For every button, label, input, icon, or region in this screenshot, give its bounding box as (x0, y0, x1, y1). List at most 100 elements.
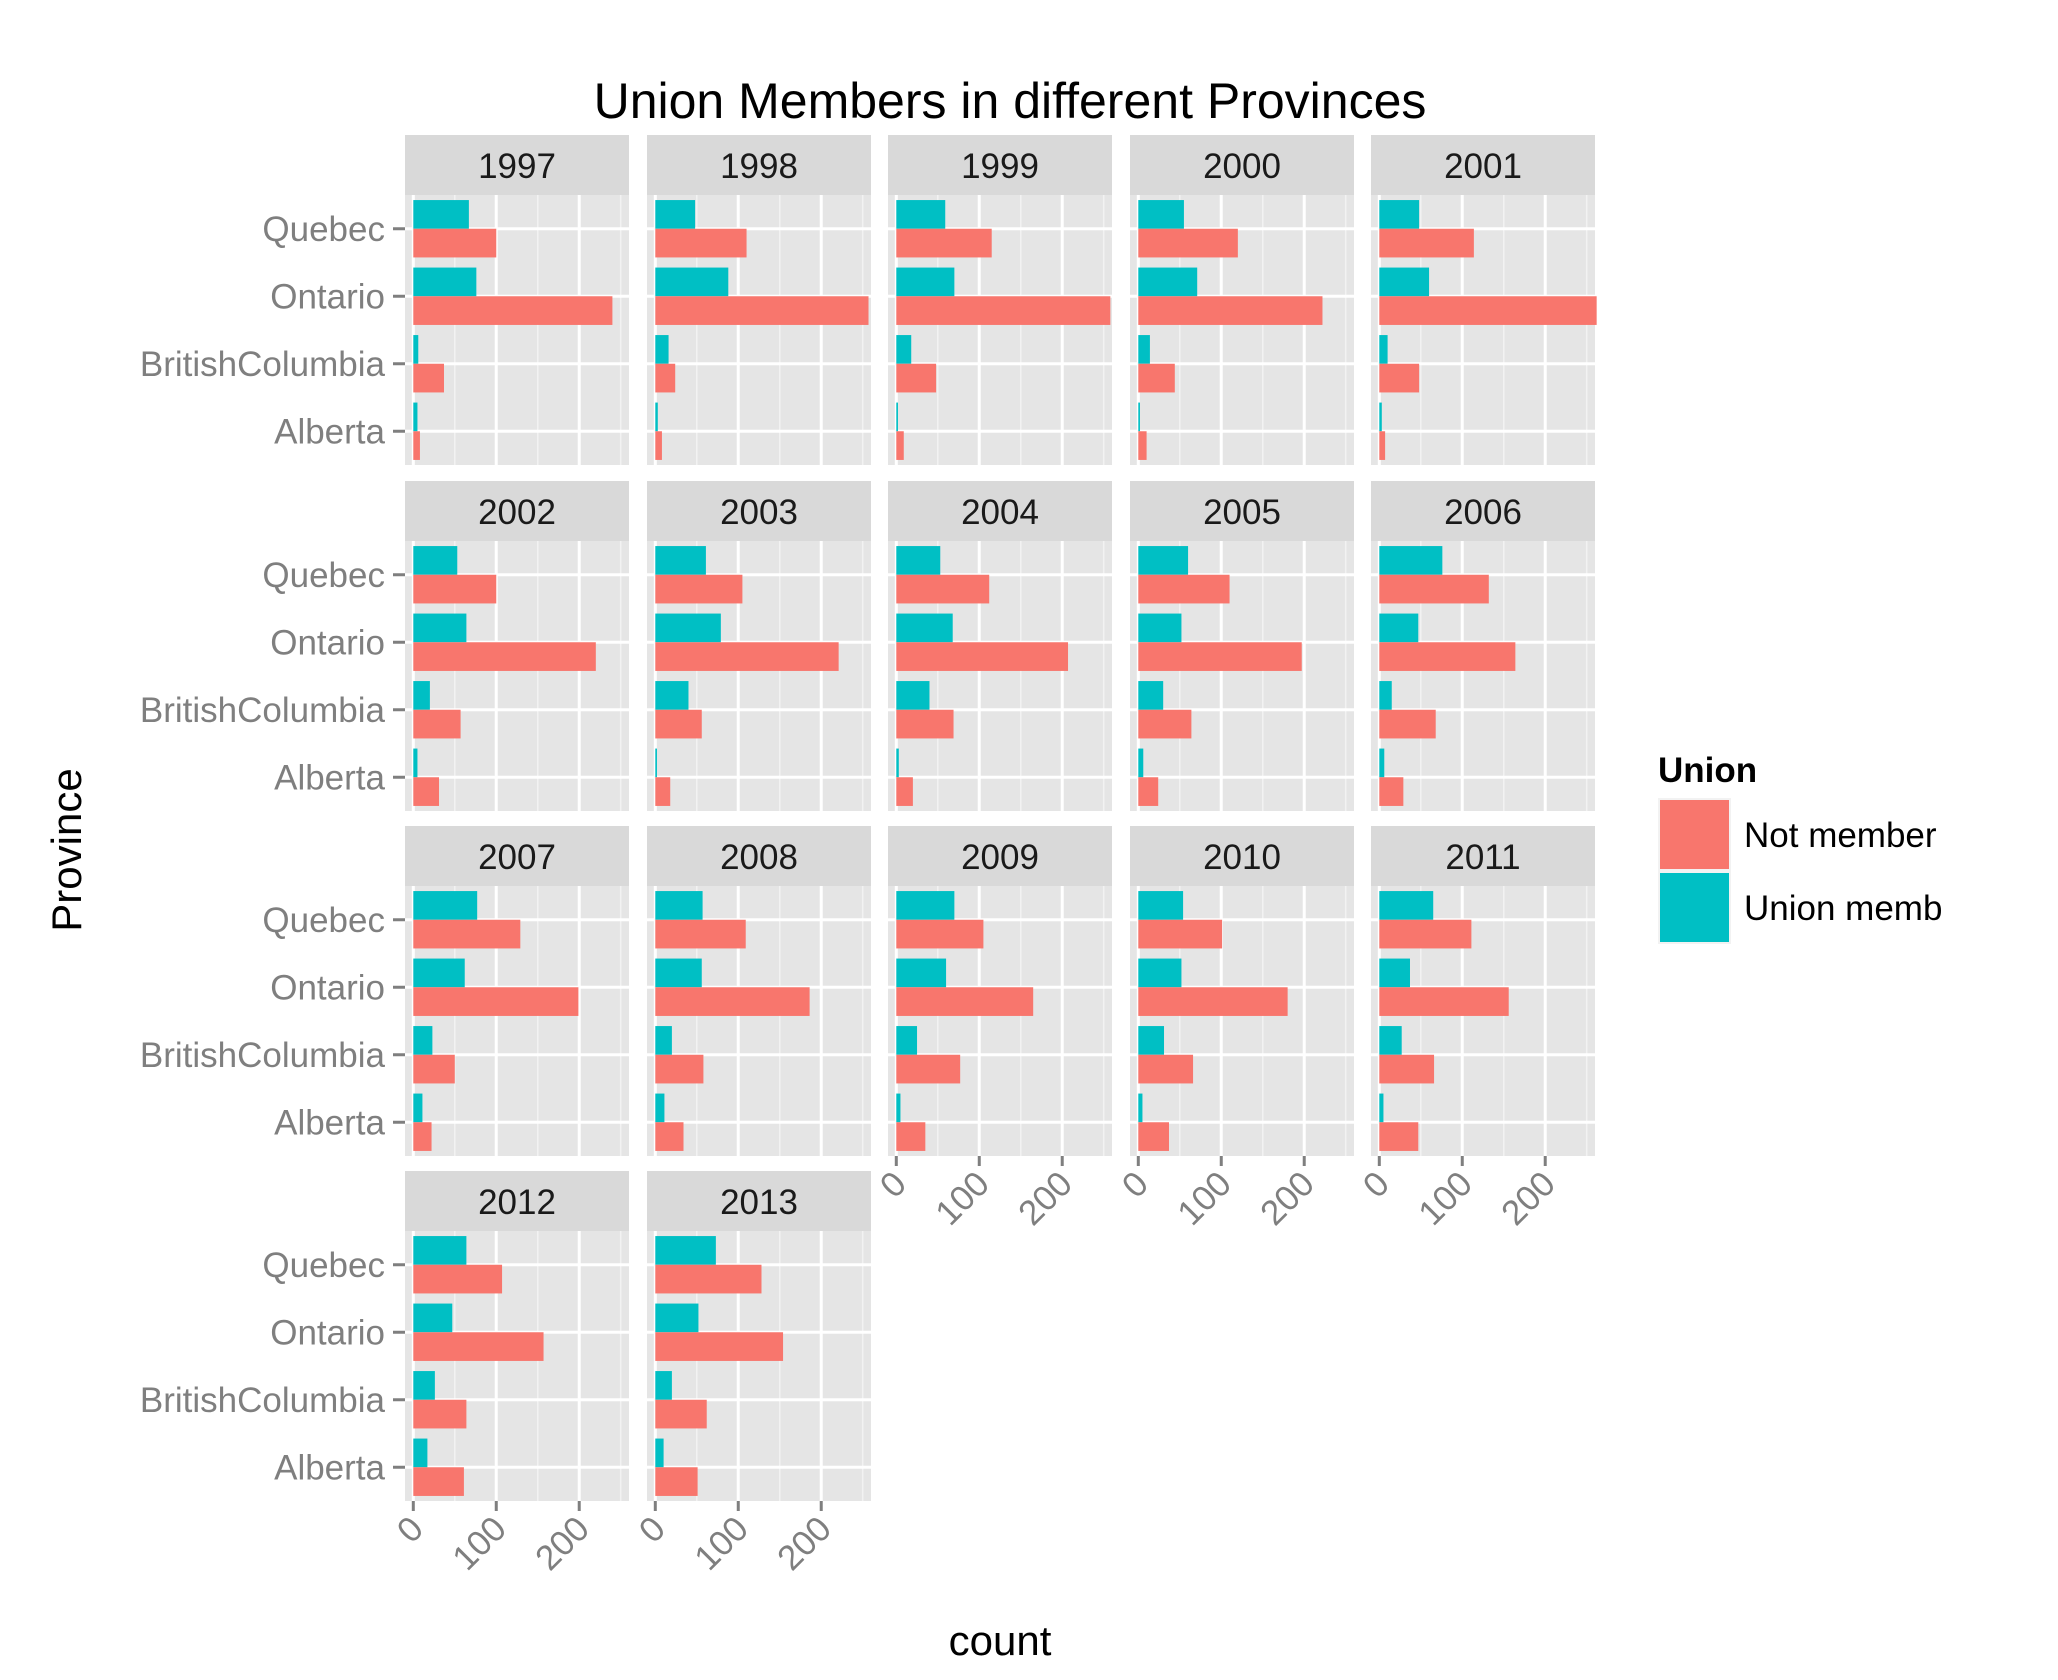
bar-not-member-2012-alberta (413, 1467, 464, 1496)
facet-strip-2006 (1371, 481, 1595, 541)
bar-not-member-2003-quebec (655, 574, 743, 604)
bar-union-memb-2013-alberta (655, 1438, 664, 1468)
bar-not-member-2001-quebec (1379, 228, 1474, 258)
bar-union-memb-2012-britishcolumbia (413, 1371, 435, 1400)
y-tick-label-1997-ontario: Ontario (270, 277, 385, 316)
bar-union-memb-2001-quebec (1379, 200, 1420, 229)
bar-not-member-2000-britishcolumbia (1138, 363, 1175, 393)
bar-union-memb-2009-quebec (896, 891, 955, 920)
bar-union-memb-2004-quebec (896, 546, 941, 575)
bar-union-memb-2005-alberta (1138, 748, 1144, 778)
bar-union-memb-2006-alberta (1379, 748, 1385, 778)
bar-not-member-2008-alberta (655, 1122, 684, 1151)
bar-union-memb-2011-alberta (1379, 1093, 1384, 1123)
bar-union-memb-2010-ontario (1138, 958, 1182, 988)
facet-strip-label-2004: 2004 (961, 493, 1039, 532)
facet-strip-2009 (888, 826, 1112, 886)
bar-union-memb-2009-ontario (896, 958, 947, 988)
bar-not-member-2000-alberta (1138, 431, 1147, 460)
bar-union-memb-2004-ontario (896, 613, 953, 643)
bar-not-member-2008-ontario (655, 987, 810, 1016)
bar-not-member-2009-alberta (896, 1122, 926, 1151)
bar-not-member-2006-alberta (1379, 777, 1404, 806)
bar-union-memb-2002-alberta (413, 748, 418, 778)
bar-not-member-1998-ontario (655, 296, 869, 325)
bar-union-memb-2008-ontario (655, 958, 702, 988)
bar-not-member-2004-ontario (896, 642, 1069, 671)
bar-not-member-2012-ontario (413, 1332, 544, 1361)
bar-union-memb-1997-ontario (413, 267, 477, 297)
bar-union-memb-2011-britishcolumbia (1379, 1026, 1402, 1055)
bar-union-memb-1998-britishcolumbia (655, 335, 669, 364)
facet-strip-2013 (647, 1171, 871, 1231)
bar-union-memb-2009-alberta (896, 1093, 901, 1123)
facet-strip-2001 (1371, 135, 1595, 195)
bar-union-memb-2000-britishcolumbia (1138, 335, 1150, 364)
bar-not-member-2004-alberta (896, 777, 913, 806)
bar-union-memb-2005-ontario (1138, 613, 1182, 643)
facet-strip-2005 (1130, 481, 1354, 541)
bar-union-memb-2002-quebec (413, 546, 458, 575)
y-tick-label-2007-alberta: Alberta (274, 1103, 385, 1142)
y-tick-label-2002-britishcolumbia: BritishColumbia (140, 691, 386, 730)
facet-strip-2007 (405, 826, 629, 886)
y-tick-label-2012-quebec: Quebec (262, 1246, 385, 1285)
y-tick-label-2002-quebec: Quebec (262, 556, 385, 595)
bar-not-member-2010-britishcolumbia (1138, 1054, 1194, 1084)
bar-not-member-2005-ontario (1138, 642, 1302, 671)
bar-not-member-2007-britishcolumbia (413, 1054, 455, 1084)
bar-union-memb-2000-ontario (1138, 267, 1198, 297)
facet-strip-1997 (405, 135, 629, 195)
y-tick-label-2002-ontario: Ontario (270, 623, 385, 662)
bar-union-memb-2009-britishcolumbia (896, 1026, 918, 1055)
bar-union-memb-1997-alberta (413, 402, 418, 432)
bar-union-memb-2000-alberta (1138, 402, 1140, 432)
facet-strip-label-2005: 2005 (1203, 493, 1281, 532)
bar-not-member-2005-alberta (1138, 777, 1159, 806)
facet-strip-label-2009: 2009 (961, 838, 1039, 877)
x-axis-title: count (949, 1617, 1052, 1664)
facet-strip-1999 (888, 135, 1112, 195)
bar-not-member-2007-alberta (413, 1122, 432, 1151)
bar-not-member-2013-ontario (655, 1332, 784, 1361)
bar-union-memb-2008-quebec (655, 891, 703, 920)
bar-union-memb-2002-britishcolumbia (413, 681, 430, 710)
bar-union-memb-2006-quebec (1379, 546, 1443, 575)
bar-not-member-2003-alberta (655, 777, 671, 806)
bar-not-member-2002-britishcolumbia (413, 709, 461, 739)
bar-not-member-1998-quebec (655, 228, 747, 258)
bar-union-memb-2013-quebec (655, 1236, 716, 1265)
y-tick-label-1997-britishcolumbia: BritishColumbia (140, 345, 386, 384)
facet-strip-label-2013: 2013 (720, 1183, 798, 1222)
bar-union-memb-2010-alberta (1138, 1093, 1143, 1123)
bar-not-member-2010-quebec (1138, 919, 1223, 949)
bar-union-memb-2001-ontario (1379, 267, 1430, 297)
bar-not-member-2002-alberta (413, 777, 440, 806)
bar-union-memb-1999-alberta (896, 402, 898, 432)
facet-strip-label-2003: 2003 (720, 493, 798, 532)
bar-not-member-2011-quebec (1379, 919, 1472, 949)
facet-strip-label-1999: 1999 (961, 147, 1039, 186)
bar-not-member-2002-ontario (413, 642, 596, 671)
facet-strip-label-2012: 2012 (478, 1183, 556, 1222)
bar-not-member-2010-alberta (1138, 1122, 1169, 1151)
bar-union-memb-2001-britishcolumbia (1379, 335, 1388, 364)
bar-not-member-1997-alberta (413, 431, 420, 460)
facet-strip-1998 (647, 135, 871, 195)
y-tick-label-2007-britishcolumbia: BritishColumbia (140, 1036, 386, 1075)
bar-union-memb-2007-alberta (413, 1093, 423, 1123)
bar-not-member-2001-britishcolumbia (1379, 363, 1420, 393)
bar-not-member-1998-britishcolumbia (655, 363, 676, 393)
y-tick-label-2002-alberta: Alberta (274, 758, 385, 797)
bar-union-memb-2008-alberta (655, 1093, 665, 1123)
bar-union-memb-2007-ontario (413, 958, 465, 988)
bar-union-memb-1997-britishcolumbia (413, 335, 419, 364)
bar-union-memb-2005-britishcolumbia (1138, 681, 1164, 710)
facet-strip-label-2007: 2007 (478, 838, 556, 877)
bar-union-memb-2003-ontario (655, 613, 721, 643)
bar-not-member-2009-britishcolumbia (896, 1054, 961, 1084)
bar-not-member-2013-britishcolumbia (655, 1399, 707, 1429)
bar-not-member-1999-quebec (896, 228, 992, 258)
